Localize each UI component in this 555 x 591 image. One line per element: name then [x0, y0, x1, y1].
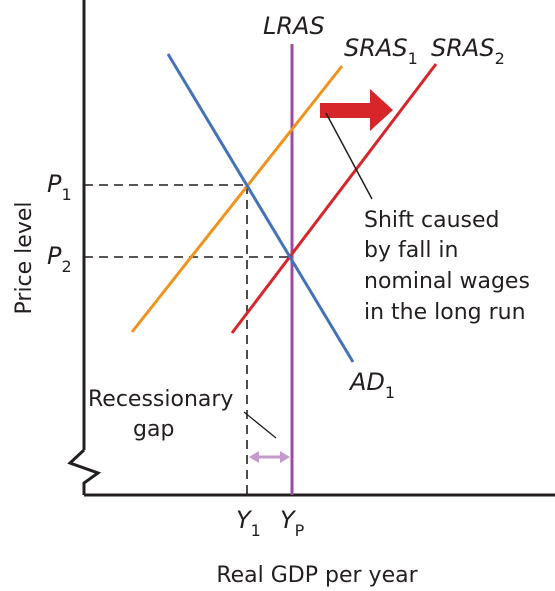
p2-label: P2 [47, 242, 72, 276]
shift-leader-line [325, 112, 373, 200]
sras1-label: SRAS1 [344, 34, 418, 68]
sras2-curve [230, 63, 438, 334]
y-axis-title: Price level [12, 202, 37, 315]
lras-label: LRAS [263, 12, 325, 40]
ad1-curve [166, 53, 355, 363]
axis-break-icon [67, 448, 102, 495]
double-headed-arrow-icon [249, 451, 259, 463]
sras2-label: SRAS2 [431, 34, 505, 68]
shift-annotation: Shift caused by fall in nominal wages in… [364, 208, 537, 325]
p1-label: P1 [47, 170, 72, 204]
x-axis-title: Real GDP per year [216, 563, 418, 588]
right-arrow-icon [320, 89, 393, 131]
gap-annotation: Recessionary gap [88, 387, 240, 442]
ad1-label: AD1 [348, 368, 395, 402]
y1-label: Y1 [236, 506, 261, 540]
yp-label: YP [280, 506, 305, 540]
gap-leader-line [243, 411, 277, 439]
sras1-curve [130, 65, 344, 333]
gap-arrow-right-head [280, 451, 290, 463]
